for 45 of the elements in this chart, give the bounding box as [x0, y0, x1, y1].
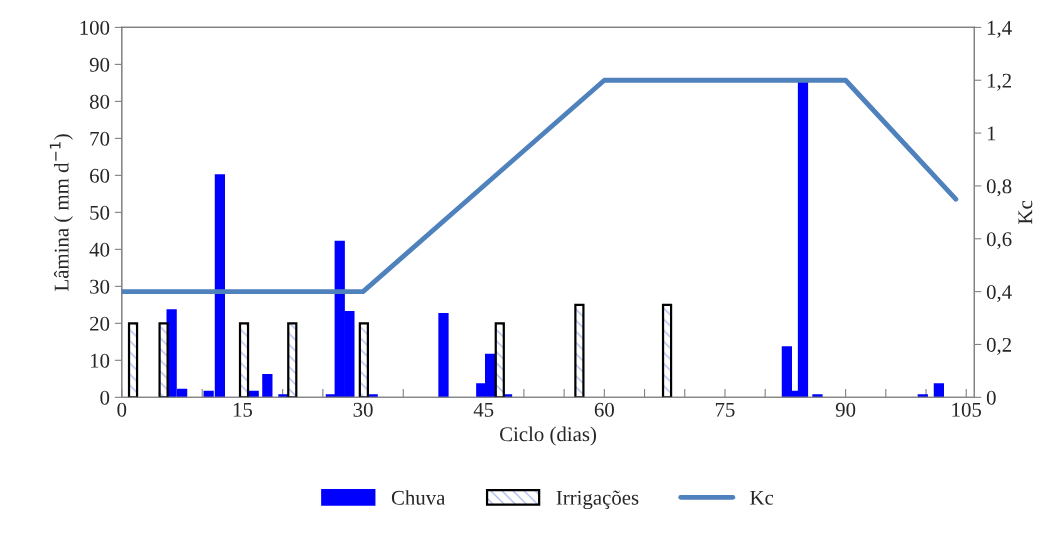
y2-axis-title: Kc	[1018, 200, 1033, 224]
legend-label: Chuva	[391, 490, 446, 505]
bar	[158, 322, 169, 398]
y2-tick-label: 1,4	[987, 20, 1012, 38]
y-tick-label: 90	[89, 57, 110, 72]
bar	[358, 322, 369, 398]
bar	[661, 303, 673, 398]
x-tick-label: 75	[715, 402, 735, 417]
bar	[574, 303, 585, 398]
legend-label: Kc	[750, 490, 774, 505]
y2-tick-label: 1	[987, 126, 996, 141]
y2-tick-label: 0,8	[986, 179, 1012, 197]
x-tick-label: 90	[835, 402, 856, 417]
x-tick-label: 0	[117, 402, 127, 417]
y-axis-title: Lâmina ( mm d$^{−1}$)	[49, 134, 73, 291]
y2-tick-label: 0	[986, 390, 996, 405]
y-tick-label: 10	[90, 353, 110, 368]
y-tick-label: 30	[90, 279, 110, 294]
y2-tick-label: 0,6	[986, 232, 1012, 250]
y2-tick-label: 0,4	[986, 284, 1012, 303]
y-tick-label: 50	[90, 205, 110, 220]
bar	[238, 322, 250, 398]
y2-tick-label: 0,2	[986, 337, 1011, 355]
y-tick-label: 20	[90, 316, 110, 331]
y2-tick-label: 1,2	[987, 73, 1011, 91]
x-tick-label: 105	[952, 402, 982, 417]
bar	[248, 390, 259, 398]
bar	[287, 322, 298, 398]
bar	[262, 374, 273, 398]
bar	[127, 322, 139, 398]
legend-label: Irrigações	[556, 490, 639, 510]
x-tick-label: 15	[233, 402, 253, 417]
y-tick-label: 80	[89, 94, 110, 109]
x-tick-label: 30	[353, 402, 373, 417]
bar	[933, 383, 945, 398]
bar	[438, 312, 449, 398]
y-tick-label: 40	[89, 242, 110, 257]
bar	[494, 322, 505, 398]
y-tick-label: 0	[100, 390, 110, 405]
y-tick-label: 100	[80, 20, 110, 35]
y-tick-label: 60	[90, 168, 110, 183]
x-tick-label: 45	[473, 402, 494, 417]
x-axis-title: Ciclo (dias)	[500, 426, 597, 446]
x-tick-label: 60	[594, 402, 614, 417]
y-tick-label: 70	[90, 131, 110, 146]
